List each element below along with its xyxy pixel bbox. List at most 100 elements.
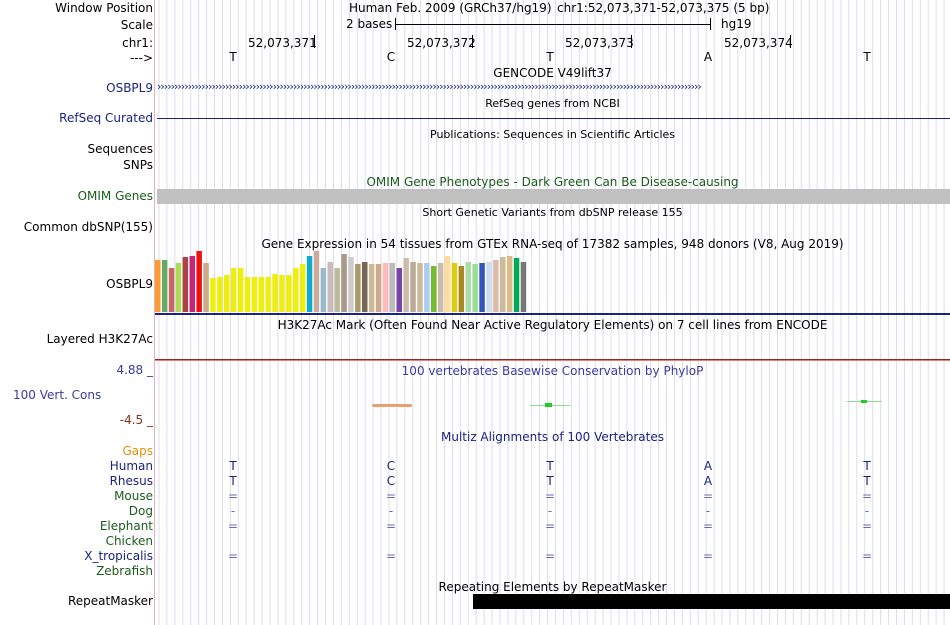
multiz-species-label[interactable]: Dog (128, 504, 153, 518)
phylop-track-label[interactable]: 100 Vert. Cons (13, 388, 102, 402)
pubs-sequences-label[interactable]: Sequences (87, 142, 153, 156)
gtex-tissue-bar[interactable] (161, 260, 168, 312)
gtex-tissue-bar[interactable] (279, 275, 285, 312)
gtex-tissue-bar[interactable] (299, 264, 306, 312)
multiz-species-label[interactable]: Zebrafish (96, 564, 153, 578)
gtex-tissue-bar[interactable] (210, 278, 216, 312)
refseq-gene-feature[interactable] (157, 118, 950, 119)
multiz-aligned-base: = (702, 549, 714, 563)
gtex-tissue-bar[interactable] (230, 268, 237, 312)
gencode-gene-feature[interactable]: ››››››››››››››››››››››››››››››››››››››››… (157, 80, 702, 93)
gtex-gene-label[interactable]: OSBPL9 (106, 277, 153, 291)
multiz-aligned-base: = (385, 519, 397, 533)
gtex-tissue-bar[interactable] (403, 258, 409, 312)
multiz-species-label[interactable]: Rhesus (109, 474, 153, 488)
gtex-tissue-bar[interactable] (341, 254, 347, 312)
multiz-species-label[interactable]: Human (109, 459, 153, 473)
gtex-tissue-bar[interactable] (424, 263, 430, 312)
gtex-tissue-bar[interactable] (500, 257, 506, 312)
refseq-track-label[interactable]: RefSeq Curated (59, 111, 153, 125)
gtex-tissue-bar[interactable] (155, 260, 161, 312)
gtex-tissue-bar[interactable] (513, 258, 520, 312)
chrom-label: chr1: (122, 36, 153, 50)
gtex-tissue-bar[interactable] (293, 268, 299, 312)
gtex-tissue-bar[interactable] (196, 251, 202, 312)
gtex-tissue-bar[interactable] (217, 277, 223, 312)
coordinate-tick (314, 35, 315, 48)
gtex-tissue-bar[interactable] (251, 277, 258, 312)
gtex-tissue-bar[interactable] (265, 277, 271, 312)
reference-base: A (703, 50, 713, 64)
gtex-tissue-bar[interactable] (313, 251, 320, 312)
omim-track-title: OMIM Gene Phenotypes - Dark Green Can Be… (366, 175, 739, 189)
gtex-tissue-bar[interactable] (396, 268, 403, 312)
gtex-tissue-bar[interactable] (334, 268, 340, 312)
multiz-aligned-base: = (544, 549, 556, 563)
gtex-tissue-bar[interactable] (465, 262, 472, 312)
phylop-min-label: -4.5 _ (119, 413, 153, 427)
phylop-track-title: 100 vertebrates Basewise Conservation by… (401, 364, 704, 378)
h3k27ac-track-label[interactable]: Layered H3K27Ac (46, 332, 153, 346)
rmsk-track-label[interactable]: RepeatMasker (67, 594, 153, 608)
multiz-aligned-base: T (229, 474, 237, 488)
gtex-tissue-bar[interactable] (272, 274, 278, 312)
gtex-tissue-bar[interactable] (444, 256, 451, 312)
gtex-tissue-bar[interactable] (486, 262, 492, 312)
gtex-tissue-bar[interactable] (189, 256, 196, 312)
gtex-tissue-bar[interactable] (348, 257, 354, 312)
gtex-tissue-bar[interactable] (355, 264, 361, 312)
omim-track-label[interactable]: OMIM Genes (77, 189, 153, 203)
rmsk-repeat-element[interactable] (473, 594, 950, 609)
multiz-aligned-base: C (386, 459, 396, 473)
gtex-tissue-bar[interactable] (389, 263, 396, 312)
gtex-tissue-bar[interactable] (451, 263, 458, 312)
multiz-species-label[interactable]: Elephant (99, 519, 153, 533)
gtex-track-title: Gene Expression in 54 tissues from GTEx … (261, 237, 844, 251)
multiz-aligned-base: = (385, 489, 397, 503)
coordinate-label: 52,073,374 (724, 36, 793, 50)
gtex-tissue-bar[interactable] (327, 262, 334, 312)
multiz-aligned-base: = (544, 519, 556, 533)
multiz-species-label[interactable]: Chicken (105, 534, 153, 548)
gtex-tissue-bar[interactable] (320, 268, 327, 312)
pubs-snps-label[interactable]: SNPs (123, 158, 153, 172)
gencode-gene-label[interactable]: OSBPL9 (106, 81, 153, 95)
gtex-tissue-bar[interactable] (362, 262, 368, 312)
gtex-tissue-bar[interactable] (203, 263, 209, 312)
gtex-tissue-bar[interactable] (224, 275, 230, 312)
gtex-expression-chart[interactable] (155, 250, 535, 312)
gtex-tissue-bar[interactable] (520, 262, 527, 312)
gtex-tissue-bar[interactable] (258, 277, 265, 312)
gtex-tissue-bar[interactable] (458, 266, 465, 312)
multiz-species-label[interactable]: Mouse (114, 489, 153, 503)
multiz-aligned-base: = (861, 489, 873, 503)
gtex-tissue-bar[interactable] (168, 268, 175, 312)
gtex-tissue-bar[interactable] (237, 268, 244, 312)
gtex-tissue-bar[interactable] (375, 264, 382, 312)
gtex-tissue-bar[interactable] (417, 263, 423, 312)
gtex-tissue-bar[interactable] (382, 263, 389, 312)
omim-phenotype-bar[interactable] (157, 189, 950, 204)
gtex-tissue-bar[interactable] (286, 275, 292, 312)
window-position-text[interactable]: chr1:52,073,371-52,073,375 (5 bp) (557, 1, 770, 15)
gtex-tissue-bar[interactable] (368, 264, 375, 312)
gtex-tissue-bar[interactable] (431, 266, 437, 312)
gtex-tissue-bar[interactable] (493, 260, 499, 312)
gtex-tissue-bar[interactable] (175, 263, 182, 312)
gtex-tissue-bar[interactable] (244, 277, 251, 312)
multiz-species-label[interactable]: X_tropicalis (84, 549, 153, 563)
gtex-tissue-bar[interactable] (410, 262, 416, 312)
gtex-tissue-bar[interactable] (182, 257, 189, 312)
gtex-track-divider (155, 313, 950, 315)
dbsnp-track-label[interactable]: Common dbSNP(155) (23, 220, 153, 234)
gtex-tissue-bar[interactable] (437, 263, 444, 312)
gtex-tissue-bar[interactable] (472, 264, 478, 312)
multiz-aligned-base: = (227, 489, 239, 503)
gtex-tissue-bar[interactable] (479, 263, 485, 312)
gtex-tissue-bar[interactable] (306, 256, 313, 312)
gtex-tissue-bar[interactable] (506, 256, 513, 312)
multiz-aligned-base: C (386, 474, 396, 488)
coordinate-tick (472, 35, 473, 48)
strand-label: ---> (129, 51, 153, 65)
pubs-track-title: Publications: Sequences in Scientific Ar… (430, 128, 675, 141)
